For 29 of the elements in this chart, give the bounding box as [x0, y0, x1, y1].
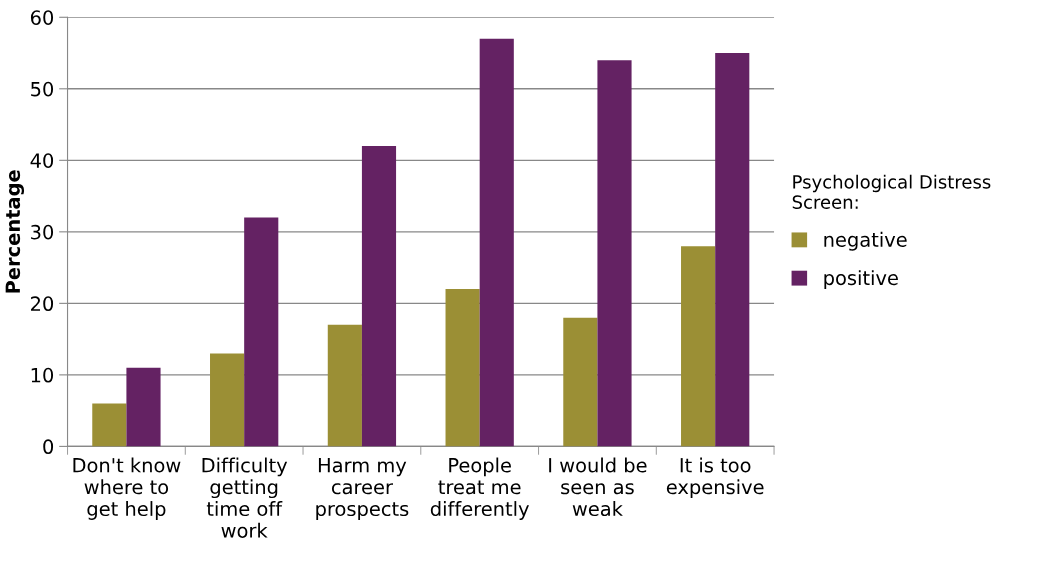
bar: [445, 289, 480, 447]
x-tick-label: People treat me differently: [430, 457, 529, 520]
bar: [244, 217, 279, 447]
y-tick-label: 10: [31, 367, 54, 383]
x-tick-label: Harm my career prospects: [316, 458, 409, 520]
bar: [681, 246, 716, 447]
y-tick-label: 20: [31, 296, 54, 312]
y-tick-label: 50: [31, 81, 54, 97]
bar: [563, 317, 598, 447]
bar: [361, 146, 397, 447]
legend-title: Psychological Distress Screen:: [792, 174, 991, 209]
y-tick-label: 60: [30, 10, 54, 25]
y-tick-label: 30: [31, 224, 54, 240]
x-tick-label: Difficulty getting time off work: [202, 457, 288, 538]
y-tick-label: 40: [30, 153, 54, 168]
x-tick-label: It is too expensive: [666, 457, 764, 499]
y-tick-label: 0: [43, 439, 54, 455]
bar: [126, 367, 161, 447]
bar: [210, 353, 245, 447]
x-tick-label: I would be seen as weak: [549, 457, 647, 517]
x-tick-label: Don't know where to get help: [73, 457, 181, 520]
bar: [92, 403, 127, 447]
bar: [479, 38, 514, 447]
legend-label: negative: [824, 231, 907, 251]
bar: [597, 60, 632, 447]
bar: [715, 53, 750, 447]
legend-label: positive: [824, 270, 898, 289]
y-axis-title: Percentage: [5, 170, 25, 293]
bar: [327, 324, 362, 447]
